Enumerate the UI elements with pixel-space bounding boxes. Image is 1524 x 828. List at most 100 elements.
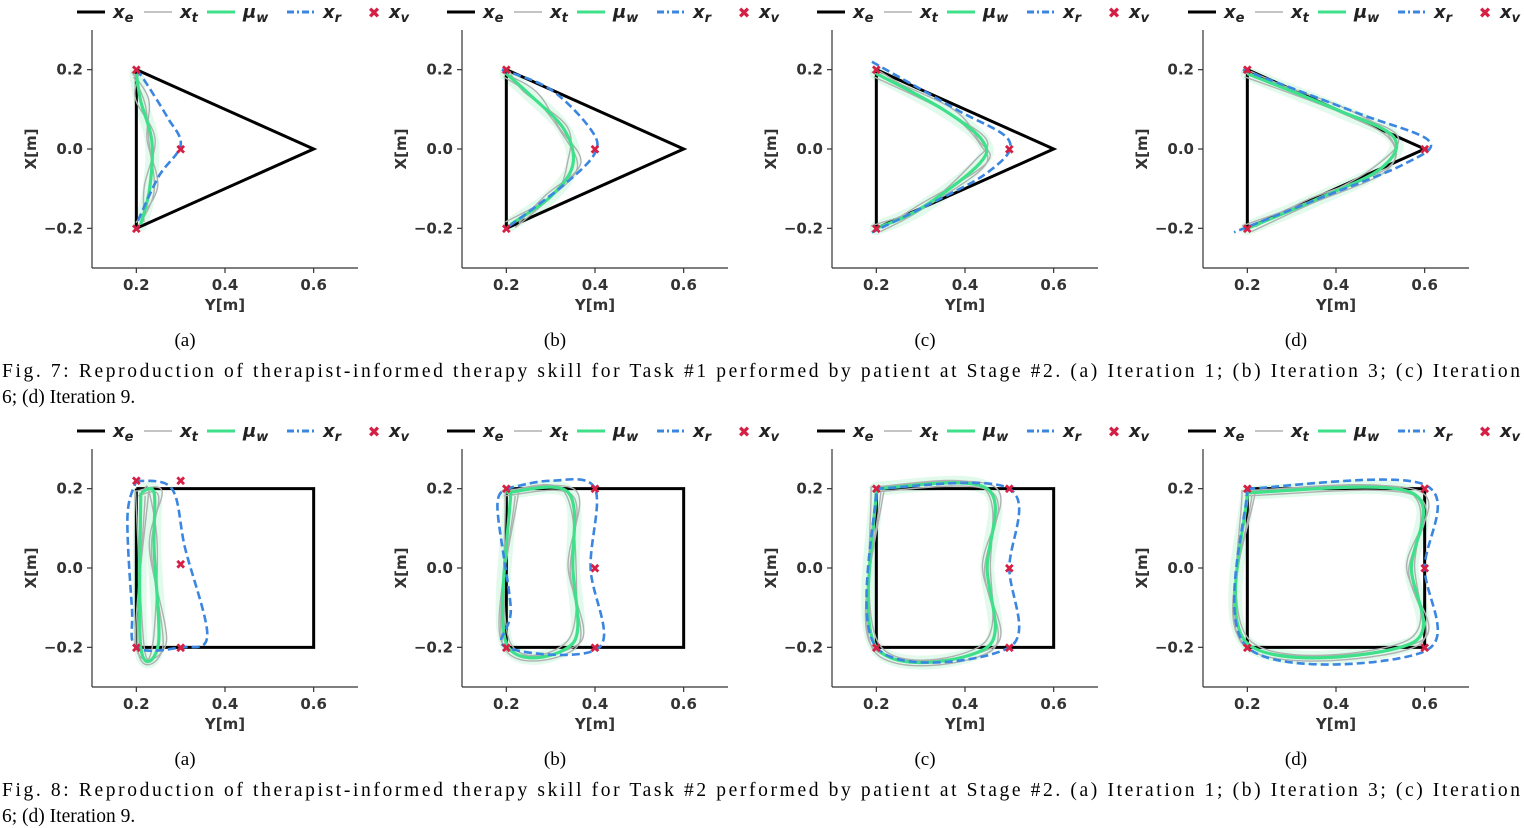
x-v-marker: ✖ [590, 143, 601, 158]
subplot-label: (a) [174, 749, 195, 770]
legend-label: xv [758, 421, 780, 445]
y-axis-label: X[m] [1133, 129, 1151, 170]
legend-label: xv [1128, 421, 1150, 445]
legend-label: μw [612, 421, 639, 445]
x-tick-label: 0.2 [493, 695, 520, 713]
legend-label: xv [758, 2, 780, 26]
x-v-marker: ✖ [175, 475, 186, 490]
x-v-marker: ✖ [175, 641, 186, 656]
x-e-line [134, 487, 316, 649]
x-v-marker: ✖ [501, 483, 512, 498]
legend-marker: ✖ [1108, 4, 1121, 22]
legend-label: xe [852, 421, 874, 445]
x-t-line [866, 485, 999, 667]
y-axis-label: X[m] [762, 548, 780, 589]
y-tick-label: −0.2 [784, 219, 823, 237]
fig8-caption-line1: Fig. 8: Reproduction of therapist-inform… [2, 780, 1520, 801]
x-tick-label: 0.4 [1323, 276, 1350, 294]
legend-label: xt [549, 2, 569, 26]
x-v-marker: ✖ [1242, 64, 1253, 79]
legend-label: xr [322, 421, 343, 445]
legend-label: xt [919, 421, 939, 445]
legend-item: μw [577, 421, 639, 445]
legend-label: xr [1062, 421, 1083, 445]
x-r-line [126, 479, 209, 653]
x-v-marker: ✖ [1419, 641, 1430, 656]
legend-label: μw [982, 421, 1009, 445]
y-tick-label: −0.2 [44, 638, 83, 656]
x-e-line [874, 68, 1058, 231]
legend-label: xv [1499, 421, 1521, 445]
legend-label: μw [242, 2, 269, 26]
legend-item: xr [1027, 2, 1083, 26]
mu-w-band [861, 475, 1003, 670]
subplot-fig7-c: xe xt μw xr ✖ xv0.2 0.4 0.60.20.0−0.2Y[m]X[m]✖✖… [762, 2, 1150, 351]
legend-item: xr [657, 2, 713, 26]
x-axis-label: Y[m] [1315, 296, 1356, 314]
y-tick-label: −0.2 [414, 638, 453, 656]
legend-item: μw [1318, 2, 1380, 26]
legend-label: xe [1223, 421, 1245, 445]
mu-w-band [495, 480, 585, 665]
y-axis-label: X[m] [392, 548, 410, 589]
x-e-line [504, 487, 686, 649]
y-axis-label: X[m] [1133, 548, 1151, 589]
x-v-marker: ✖ [501, 641, 512, 656]
x-v-marker: ✖ [871, 483, 882, 498]
x-r-line [135, 68, 183, 225]
legend-item: ✖ xv [1108, 421, 1150, 445]
x-e-line [504, 68, 688, 231]
x-tick-label: 0.4 [952, 276, 979, 294]
x-tick-label: 0.6 [670, 695, 697, 713]
legend-item: xr [1027, 421, 1083, 445]
legend-label: μw [242, 421, 269, 445]
x-e-line [134, 68, 318, 231]
legend-item: μw [207, 2, 269, 26]
y-tick-label: 0.0 [1167, 559, 1194, 577]
x-v-marker: ✖ [871, 222, 882, 237]
subplot-fig8-c: xe xt μw xr ✖ xv0.2 0.4 0.60.20.0−0.2Y[m]X[m]✖ ✖… [762, 421, 1150, 770]
y-tick-label: 0.0 [56, 140, 83, 158]
legend-item: xr [287, 421, 343, 445]
x-axis-label: Y[m] [1315, 715, 1356, 733]
subplot-fig8-d: xe xt μw xr ✖ xv0.2 0.4 0.60.20.0−0.2Y[m]X[m]✖ ✖… [1133, 421, 1521, 770]
x-tick-label: 0.6 [300, 695, 327, 713]
legend-marker: ✖ [1108, 423, 1121, 441]
y-tick-label: 0.2 [56, 480, 83, 498]
x-v-marker: ✖ [1419, 562, 1430, 577]
legend-item: ✖ xv [368, 421, 410, 445]
x-t-line [130, 71, 159, 224]
plots-layer: xe xt μw xr ✖ xv0.2 0.4 0.60.20.0−0.2Y[m]X[m]✖✖… [22, 2, 1521, 770]
subplot-label: (b) [544, 749, 566, 770]
x-t-line [1233, 489, 1428, 662]
subplot-label: (a) [174, 330, 195, 351]
y-tick-label: 0.2 [1167, 61, 1194, 79]
x-tick-label: 0.2 [493, 276, 520, 294]
x-axis-label: Y[m] [204, 715, 245, 733]
x-tick-label: 0.6 [1411, 695, 1438, 713]
legend-label: xe [482, 2, 504, 26]
legend-item: xe [447, 2, 504, 26]
legend-marker: ✖ [368, 423, 381, 441]
y-tick-label: 0.2 [426, 61, 453, 79]
legend-label: μw [1353, 2, 1380, 26]
legend-item: μw [947, 2, 1009, 26]
x-t-line [498, 484, 585, 657]
legend-item: xe [817, 2, 874, 26]
x-v-marker: ✖ [1242, 641, 1253, 656]
legend-item: ✖ xv [738, 421, 780, 445]
x-v-marker: ✖ [590, 483, 601, 498]
y-tick-label: −0.2 [1155, 219, 1194, 237]
x-r-line [501, 68, 599, 230]
subplot-label: (d) [1285, 330, 1307, 351]
legend-label: xv [1499, 2, 1521, 26]
legend-item: xt [884, 2, 939, 26]
x-v-marker: ✖ [1004, 562, 1015, 577]
x-t-line [868, 479, 994, 661]
x-v-marker: ✖ [871, 641, 882, 656]
legend-item: ✖ xv [368, 2, 410, 26]
fig7-caption-line1: Fig. 7: Reproduction of therapist-inform… [2, 361, 1520, 382]
x-axis-label: Y[m] [944, 715, 985, 733]
legend-item: xt [514, 2, 569, 26]
mu-w-line [866, 481, 997, 665]
